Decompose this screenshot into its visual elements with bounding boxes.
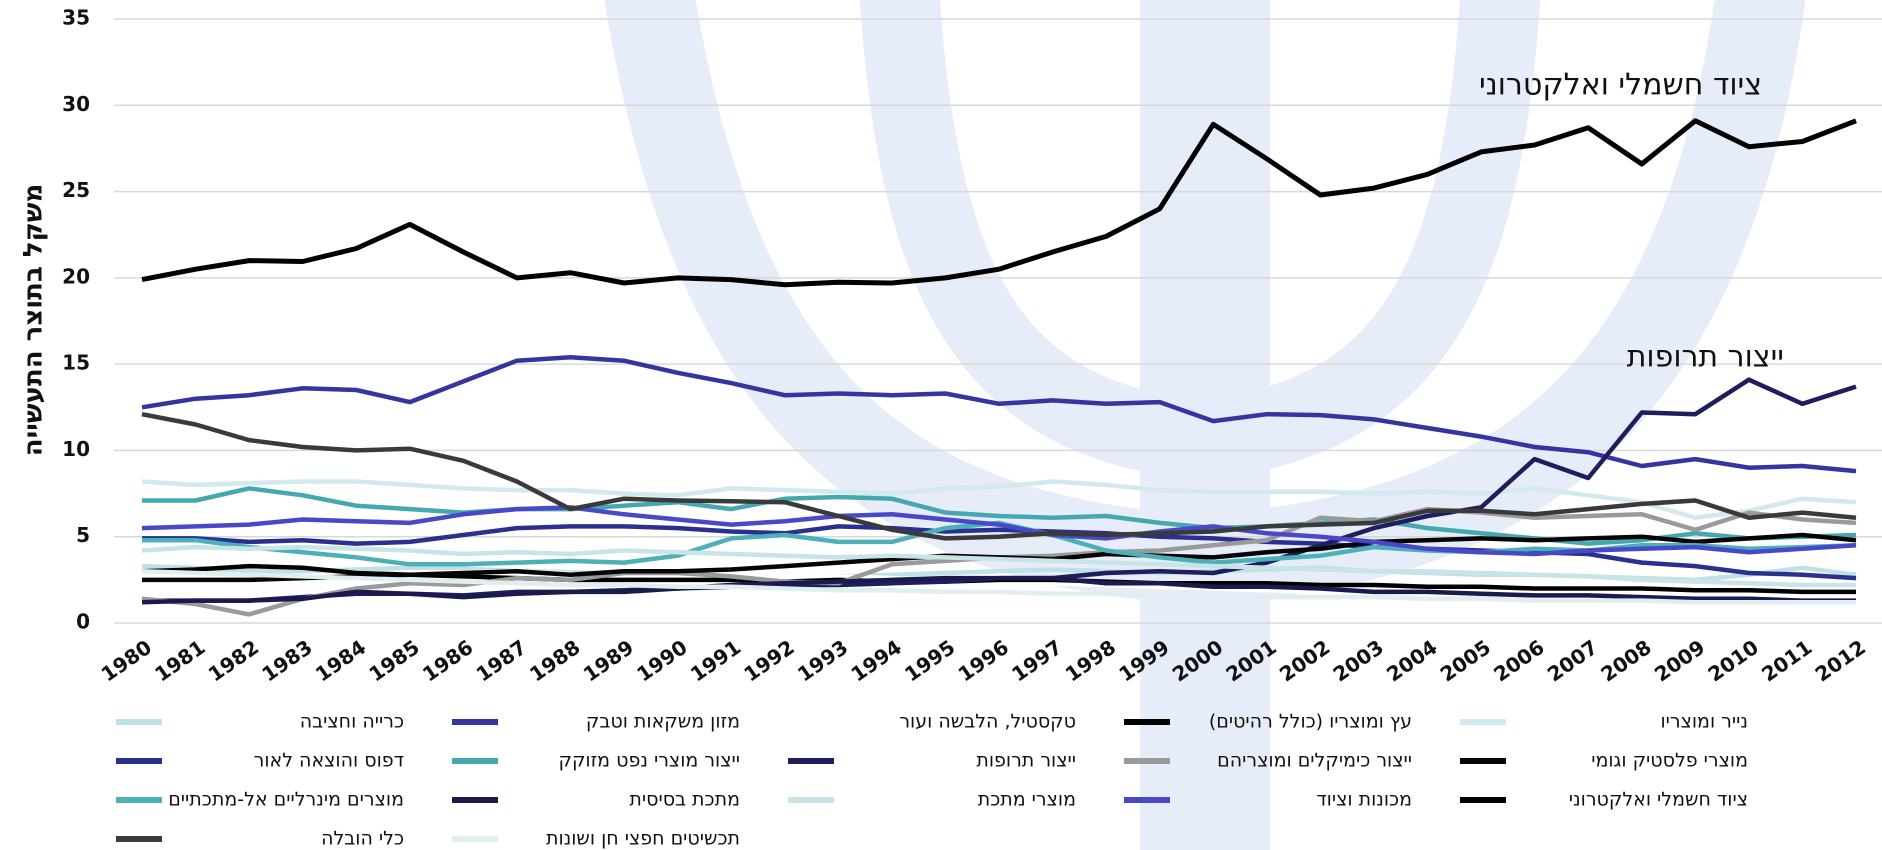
legend-label: מוצרי מתכת	[978, 789, 1076, 811]
x-tick-label: 2010	[1704, 635, 1763, 687]
legend-label: ייצור כימיקלים ומוצריהם	[1217, 750, 1412, 772]
watermark-arm	[1160, 0, 1540, 480]
legend-label: עץ ומוצריו (כולל רהיטים)	[1209, 711, 1412, 733]
x-tick-label: 1980	[97, 635, 156, 687]
legend-item: ייצור תרופות	[788, 750, 1076, 772]
legend-item: מכונות וציוד	[1124, 789, 1412, 811]
legend-item: מוצרי פלסטיק וגומי	[1460, 750, 1748, 772]
y-tick-label: 10	[62, 437, 90, 461]
legend-item: תכשיטים חפצי חן ושונות	[452, 828, 740, 850]
legend-label: כלי הובלה	[321, 828, 404, 850]
y-tick-label: 20	[62, 264, 90, 288]
y-tick-label: 5	[76, 523, 90, 547]
series-line	[141, 544, 1856, 588]
x-tick-label: 1982	[204, 635, 263, 687]
watermark-arm	[860, 0, 1240, 480]
x-tick-label: 2004	[1382, 635, 1441, 687]
x-tick-label: 2005	[1436, 635, 1495, 687]
legend-item: מתכת בסיסית	[452, 789, 740, 811]
legend-label: דפוס והוצאה לאור	[254, 750, 404, 772]
legend-item: כלי הובלה	[116, 828, 404, 850]
legend-item: דפוס והוצאה לאור	[116, 750, 404, 772]
legend-item: טקסטיל, הלבשה ועור	[788, 711, 1076, 733]
legend-label: טקסטיל, הלבשה ועור	[899, 711, 1076, 733]
x-tick-label: 1990	[632, 635, 691, 687]
legend-label: ייצור תרופות	[976, 750, 1076, 772]
legend-label: ציוד חשמלי ואלקטרוני	[1569, 789, 1748, 811]
series-line	[141, 568, 1856, 605]
x-tick-label: 1987	[472, 635, 531, 687]
series-line	[142, 486, 1857, 546]
lines	[141, 118, 1857, 617]
series-line	[141, 575, 1856, 605]
legend-item: כרייה וחציבה	[116, 711, 404, 733]
legend-label: כרייה וחציבה	[300, 711, 404, 733]
x-tick-label: 1981	[150, 635, 209, 687]
y-tick-label: 25	[62, 178, 90, 202]
series-line	[141, 411, 1857, 541]
x-tick-label: 1993	[793, 635, 852, 687]
series-line	[141, 479, 1857, 520]
x-tick-label: 1996	[954, 635, 1013, 687]
annotation: ייצור תרופות	[1627, 340, 1784, 375]
legend-label: מתכת בסיסית	[629, 789, 740, 811]
legend-item: ייצור כימיקלים ומוצריהם	[1124, 750, 1412, 772]
x-tick-label: 2012	[1811, 635, 1870, 687]
x-tick-label: 1988	[525, 635, 584, 687]
x-tick-label: 1986	[418, 635, 477, 687]
legend-label: מוצרים מינרליים אל-מתכתיים	[168, 789, 404, 811]
y-axis-label: משקל בתוצר התעשייה	[19, 184, 49, 457]
legend-item: מזון משקאות וטבק	[452, 711, 740, 733]
legend-item: ציוד חשמלי ואלקטרוני	[1460, 789, 1748, 811]
x-tick-label: 1989	[579, 635, 638, 687]
x-tick-label: 2003	[1329, 635, 1388, 687]
x-tick-label: 1995	[900, 635, 959, 687]
x-tick-label: 2002	[1275, 635, 1334, 687]
x-tick-label: 1991	[686, 635, 745, 687]
legend-item: עץ ומוצריו (כולל רהיטים)	[1124, 711, 1412, 733]
y-tick-label: 35	[62, 6, 90, 30]
x-tick-label: 1994	[847, 635, 906, 687]
x-tick-label: 2011	[1757, 635, 1816, 687]
x-tick-label: 1984	[311, 635, 370, 687]
legend-label: מכונות וציוד	[1316, 789, 1412, 811]
x-tick-label: 1998	[1061, 635, 1120, 687]
legend-label: תכשיטים חפצי חן ושונות	[546, 828, 740, 850]
legend-item: ייצור מוצרי נפט מזוקק	[452, 750, 740, 772]
legend-item: מוצרים מינרליים אל-מתכתיים	[116, 789, 404, 811]
y-tick-label: 15	[62, 351, 90, 375]
annotation: ציוד חשמלי ואלקטרוני	[1479, 68, 1762, 103]
x-tick-label: 2008	[1596, 635, 1655, 687]
x-tick-label: 2009	[1650, 635, 1709, 687]
y-tick-label: 30	[62, 92, 90, 116]
legend-label: מוצרי פלסטיק וגומי	[1591, 750, 1748, 772]
x-tick-label: 1983	[257, 635, 316, 687]
legend-item: נייר ומוצריו	[1460, 711, 1748, 733]
x-tick-label: 1985	[364, 635, 423, 687]
series-line	[141, 118, 1857, 288]
legend-label: נייר ומוצריו	[1660, 711, 1748, 733]
y-tick-label: 0	[76, 610, 90, 634]
x-tick-label: 1997	[1007, 635, 1066, 687]
legend-item: מוצרי מתכת	[788, 789, 1076, 811]
x-tick-label: 2007	[1543, 635, 1602, 687]
legend-label: מזון משקאות וטבק	[586, 711, 740, 733]
x-tick-label: 2006	[1489, 635, 1548, 687]
series-line	[141, 505, 1857, 557]
x-tick-label: 1992	[739, 635, 798, 687]
series-line	[141, 354, 1857, 474]
legend-label: ייצור מוצרי נפט מזוקק	[558, 750, 740, 772]
